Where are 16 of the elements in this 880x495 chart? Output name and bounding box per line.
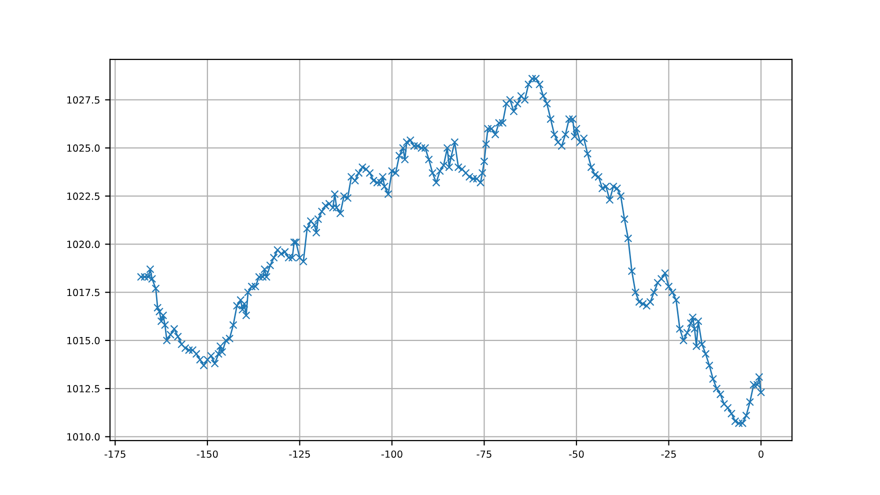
y-tick-label: 1022.5 [67, 192, 100, 200]
y-tick-label: 1025.0 [67, 144, 100, 152]
x-tick-label: 0 [758, 450, 764, 458]
x-tick-label: -125 [289, 450, 310, 458]
y-tick-label: 1010.0 [67, 433, 100, 441]
y-tick-label: 1012.5 [67, 385, 100, 392]
x-tick-label: -100 [381, 450, 402, 458]
x-tick-label: -50 [569, 450, 584, 458]
y-tick-label: 1027.5 [67, 96, 100, 104]
x-tick-label: -150 [196, 450, 218, 458]
x-tick-label: -25 [661, 450, 676, 458]
y-tick-label: 1020.0 [67, 240, 100, 248]
y-tick-label: 1017.5 [67, 288, 100, 296]
x-tick-label: -75 [476, 450, 492, 458]
y-tick-label: 1015.0 [67, 336, 100, 344]
x-tick-label: -175 [104, 450, 126, 458]
